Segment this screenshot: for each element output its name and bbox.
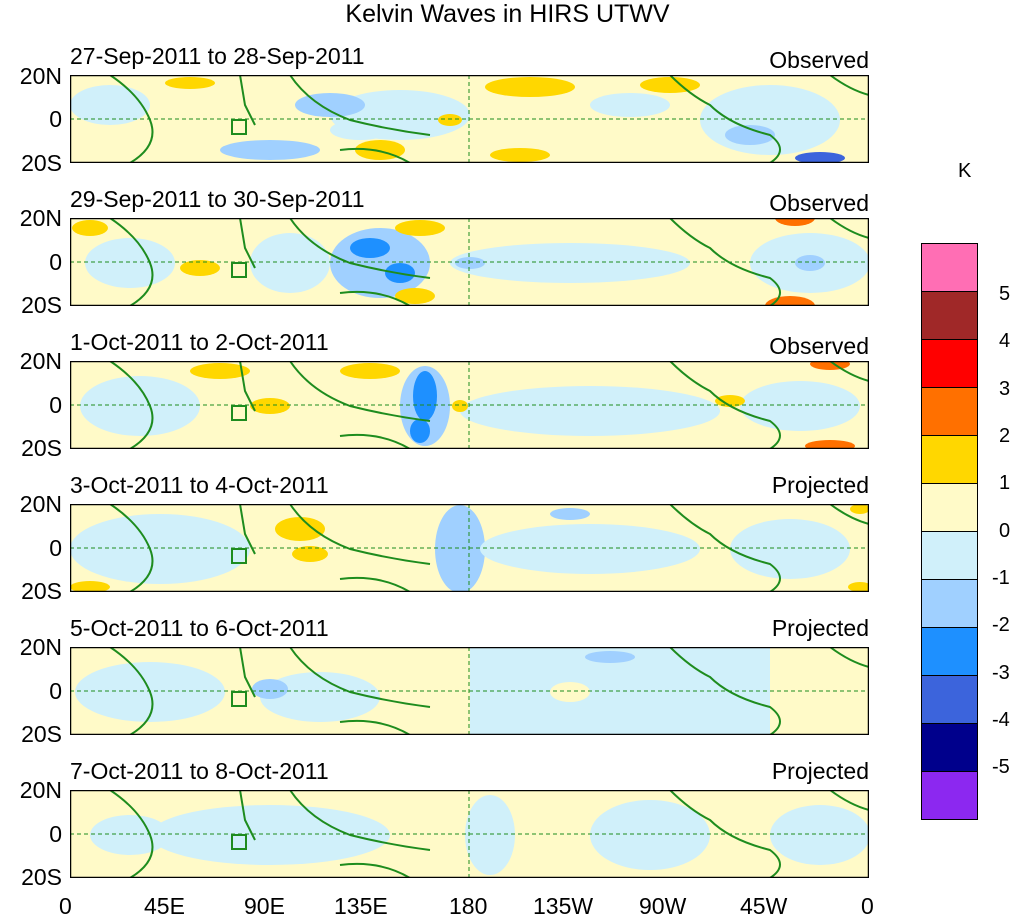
lon-label-45e: 45E (144, 893, 185, 919)
colorbar-label: 3 (999, 378, 1011, 400)
colorbar-box (921, 724, 978, 772)
colorbar-box (921, 772, 978, 820)
colorbar-label: -2 (992, 614, 1010, 636)
colorbar-label: -3 (992, 662, 1010, 684)
colorbar-box (921, 676, 978, 724)
panel-6-lat-20n: 20N (19, 777, 62, 803)
colorbar-box (921, 580, 978, 628)
figure-title: Kelvin Waves in HIRS UTWV (345, 0, 670, 28)
colorbar-box (921, 484, 978, 532)
colorbar-box (921, 532, 978, 580)
map-panel-6 (70, 790, 869, 878)
colorbar-unit: K (958, 160, 972, 182)
panel-5-lat-20s: 20S (21, 721, 62, 747)
panel-2-period: 29-Sep-2011 to 30-Sep-2011 (70, 186, 365, 212)
panel-6-period: 7-Oct-2011 to 8-Oct-2011 (70, 758, 329, 784)
panel-4-kind: Projected (771, 472, 869, 498)
panel-3-lat-eq: 0 (49, 392, 62, 418)
panel-2-lat-20s: 20S (21, 292, 62, 318)
colorbar-label: 1 (999, 472, 1011, 494)
panel-4-lat-20s: 20S (21, 578, 62, 604)
panel-4-lat-eq: 0 (49, 535, 62, 561)
panel-6-kind: Projected (771, 758, 869, 784)
panel-5-lat-20n: 20N (19, 634, 62, 660)
panel-1-period: 27-Sep-2011 to 28-Sep-2011 (70, 43, 365, 69)
panel-2-lat-20n: 20N (19, 205, 62, 231)
map-panel-4 (70, 504, 869, 592)
panel-5-kind: Projected (771, 615, 869, 641)
panel-1-lat-20n: 20N (19, 63, 62, 89)
panel-3-kind: Observed (769, 333, 869, 359)
map-panel-5 (70, 647, 869, 735)
colorbar-box (921, 292, 978, 340)
lon-label-0-end: 0 (861, 893, 874, 919)
colorbar-label: 2 (999, 425, 1011, 447)
panel-5-lat-eq: 0 (49, 678, 62, 704)
panel-1-lat-20s: 20S (21, 150, 62, 176)
colorbar-label: 4 (999, 330, 1011, 352)
lon-label-90e: 90E (244, 893, 285, 919)
colorbar-label: 5 (999, 283, 1011, 305)
panel-2-kind: Observed (769, 190, 869, 216)
lon-label-135e: 135E (334, 893, 388, 919)
panel-3-period: 1-Oct-2011 to 2-Oct-2011 (70, 329, 329, 355)
panel-1-lat-eq: 0 (49, 106, 62, 132)
colorbar-label: -1 (992, 567, 1010, 589)
colorbar-box (921, 628, 978, 676)
panel-6-lat-eq: 0 (49, 821, 62, 847)
colorbar (921, 243, 978, 820)
panel-4-period: 3-Oct-2011 to 4-Oct-2011 (70, 472, 329, 498)
panel-6-lat-20s: 20S (21, 864, 62, 890)
panel-5-period: 5-Oct-2011 to 6-Oct-2011 (70, 615, 329, 641)
colorbar-box (921, 243, 978, 292)
map-panel-1 (70, 75, 869, 163)
panel-4-lat-20n: 20N (19, 491, 62, 517)
map-panel-2 (70, 218, 869, 306)
lon-label-135w: 135W (533, 893, 594, 919)
panel-3-lat-20n: 20N (19, 348, 62, 374)
colorbar-box (921, 388, 978, 436)
colorbar-label: -4 (992, 709, 1010, 731)
lon-label-45w: 45W (740, 893, 788, 919)
colorbar-box (921, 340, 978, 388)
panel-2-lat-eq: 0 (49, 249, 62, 275)
colorbar-label: -5 (992, 756, 1010, 778)
colorbar-box (921, 436, 978, 484)
lon-label-90w: 90W (639, 893, 687, 919)
lon-label-0: 0 (59, 893, 72, 919)
map-panel-3 (70, 361, 869, 449)
colorbar-label: 0 (999, 520, 1011, 542)
lon-label-180: 180 (449, 893, 488, 919)
panel-1-kind: Observed (769, 47, 869, 73)
panel-3-lat-20s: 20S (21, 435, 62, 461)
